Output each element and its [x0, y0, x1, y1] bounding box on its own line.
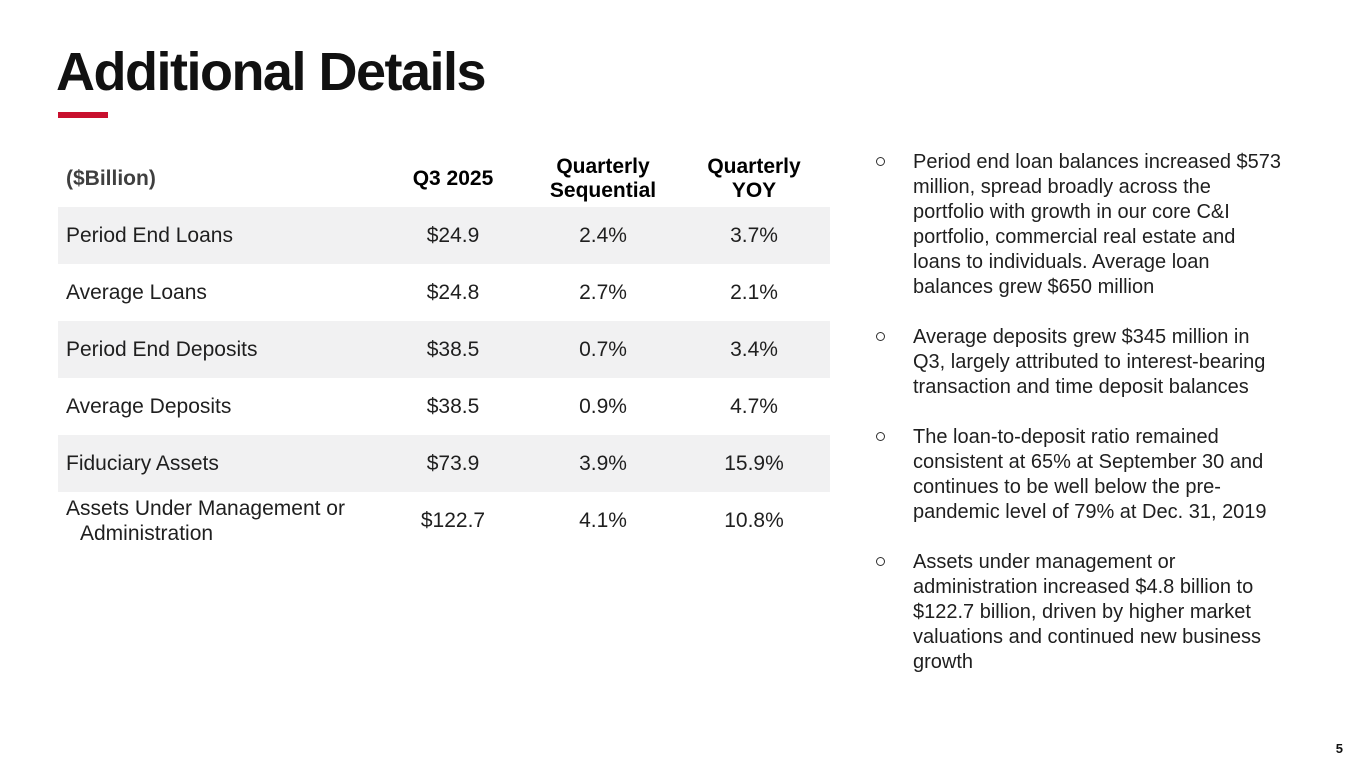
quarterly-yoy-value-cell: 3.4% [730, 338, 778, 361]
table-row: Fiduciary Assets $73.9 3.9% 15.9% [58, 435, 830, 492]
q3-2025-value-cell: $24.9 [426, 224, 480, 247]
q3-2025-value-cell: $24.8 [426, 281, 480, 304]
column-header-label: Quarterly YOY [707, 154, 801, 202]
bullet-text: Average deposits grew $345 million in Q3… [913, 326, 1266, 398]
q3-2025-value-cell: $38.5 [426, 338, 480, 361]
list-item: Period end loan balances increased $573 … [872, 150, 1317, 300]
row-label-cell: Average Loans [58, 264, 378, 321]
quarterly-yoy-value-cell: 2.1% [730, 281, 778, 304]
column-header-label: Quarterly Sequential [549, 154, 657, 202]
page-title: Additional Details [56, 42, 487, 102]
page-number: 5 [1335, 741, 1343, 756]
quarterly-yoy-value-cell: 15.9% [724, 452, 784, 475]
bullet-text: Assets under management or administratio… [913, 551, 1262, 673]
table-row: Average Loans $24.8 2.7% 2.1% [58, 264, 830, 321]
open-circle-bullet-icon [876, 557, 885, 566]
bullet-text: Period end loan balances increased $573 … [913, 151, 1282, 298]
row-label-cell: Assets Under Management or Administratio… [58, 492, 378, 549]
unit-header-cell: ($Billion) [66, 166, 156, 190]
metrics-table: ($Billion) Q3 2025 Quarterly Sequential … [58, 150, 830, 549]
row-label-cell: Average Deposits [58, 378, 378, 435]
bullet-text: The loan-to-deposit ratio remained consi… [913, 426, 1267, 523]
row-label-cell: Period End Deposits [58, 321, 378, 378]
table-row: Period End Deposits $38.5 0.7% 3.4% [58, 321, 830, 378]
quarterly-sequential-value-cell: 0.7% [579, 338, 627, 361]
column-header-label: Q3 2025 [412, 166, 494, 190]
open-circle-bullet-icon [876, 432, 885, 441]
title-accent-bar [58, 112, 108, 118]
table-row: Period End Loans $24.9 2.4% 3.7% [58, 207, 830, 264]
quarterly-sequential-value-cell: 4.1% [579, 509, 627, 532]
quarterly-sequential-value-cell: 0.9% [579, 395, 627, 418]
quarterly-yoy-value-cell: 10.8% [724, 509, 784, 532]
row-label: Assets Under Management or Administratio… [66, 496, 345, 545]
row-label: Period End Deposits [66, 338, 258, 361]
table-row: Average Deposits $38.5 0.9% 4.7% [58, 378, 830, 435]
row-label: Fiduciary Assets [66, 452, 219, 475]
q3-2025-value-cell: $73.9 [426, 452, 480, 475]
row-label: Average Loans [66, 281, 207, 304]
commentary-bullet-list: Period end loan balances increased $573 … [872, 150, 1317, 700]
open-circle-bullet-icon [876, 157, 885, 166]
quarterly-sequential-value-cell: 3.9% [579, 452, 627, 475]
column-header-q3-2025: Q3 2025 [378, 150, 528, 207]
list-item: Assets under management or administratio… [872, 550, 1317, 675]
row-label-cell: Fiduciary Assets [58, 435, 378, 492]
q3-2025-value-cell: $38.5 [426, 395, 480, 418]
row-label: Period End Loans [66, 224, 233, 247]
list-item: The loan-to-deposit ratio remained consi… [872, 425, 1317, 525]
table-row: Assets Under Management or Administratio… [58, 492, 830, 549]
quarterly-yoy-value-cell: 4.7% [730, 395, 778, 418]
quarterly-sequential-value-cell: 2.7% [579, 281, 627, 304]
quarterly-sequential-value-cell: 2.4% [579, 224, 627, 247]
table-header-row: ($Billion) Q3 2025 Quarterly Sequential … [58, 150, 830, 207]
quarterly-yoy-value-cell: 3.7% [730, 224, 778, 247]
row-label-cell: Period End Loans [58, 207, 378, 264]
column-header-quarterly-sequential: Quarterly Sequential [528, 150, 678, 207]
row-label: Average Deposits [66, 395, 232, 418]
q3-2025-value-cell: $122.7 [420, 509, 486, 532]
list-item: Average deposits grew $345 million in Q3… [872, 325, 1317, 400]
open-circle-bullet-icon [876, 332, 885, 341]
column-header-quarterly-yoy: Quarterly YOY [678, 150, 830, 207]
